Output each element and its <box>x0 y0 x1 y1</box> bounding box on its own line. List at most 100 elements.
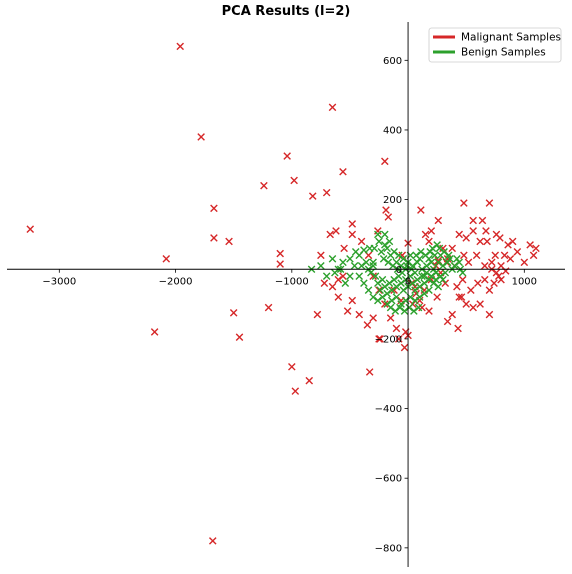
data-point <box>430 280 437 287</box>
data-point <box>211 235 218 242</box>
data-point <box>398 280 405 287</box>
data-point <box>486 311 493 318</box>
data-point <box>375 228 382 235</box>
data-point <box>442 269 449 276</box>
data-point <box>428 273 435 280</box>
data-point <box>488 259 495 266</box>
data-point <box>358 262 365 269</box>
data-point <box>370 262 377 269</box>
data-point <box>363 259 370 266</box>
data-point <box>477 238 484 245</box>
data-point <box>436 245 443 252</box>
data-point <box>414 259 421 266</box>
data-point <box>347 273 354 280</box>
data-point <box>435 217 442 224</box>
data-point <box>451 262 458 269</box>
data-point <box>421 290 428 297</box>
data-point <box>486 200 493 207</box>
data-point <box>375 280 382 287</box>
data-point <box>492 252 499 259</box>
legend-label: Benign Samples <box>461 47 546 59</box>
data-point <box>509 238 516 245</box>
data-point <box>211 205 218 212</box>
data-point <box>530 252 537 259</box>
data-point <box>507 256 514 263</box>
data-point <box>387 315 394 322</box>
data-point <box>265 304 272 311</box>
data-point <box>314 311 321 318</box>
data-point <box>449 311 456 318</box>
x-tick-label: −2000 <box>159 276 193 287</box>
data-point <box>226 238 233 245</box>
data-point <box>386 238 393 245</box>
data-point <box>358 238 365 245</box>
data-point <box>449 245 456 252</box>
data-point <box>481 276 488 283</box>
data-point <box>391 276 398 283</box>
data-point <box>521 259 528 266</box>
data-point <box>497 235 504 242</box>
data-point <box>414 276 421 283</box>
data-point <box>416 294 423 301</box>
data-point <box>426 238 433 245</box>
data-point <box>470 304 477 311</box>
points-layer <box>27 43 539 544</box>
y-tick-label: 400 <box>383 125 402 136</box>
data-point <box>423 262 430 269</box>
data-point <box>370 315 377 322</box>
data-point <box>292 388 299 395</box>
data-point <box>465 259 472 266</box>
data-point <box>347 256 354 263</box>
data-point <box>177 43 184 50</box>
data-point <box>344 308 351 315</box>
data-point <box>444 259 451 266</box>
data-point <box>306 377 313 384</box>
data-point <box>455 325 462 332</box>
data-point <box>364 322 371 329</box>
data-point <box>376 238 383 245</box>
data-point <box>230 309 237 316</box>
data-point <box>470 217 477 224</box>
data-point <box>329 256 336 263</box>
data-point <box>309 193 316 200</box>
data-point <box>493 269 500 276</box>
y-tick-label: −400 <box>375 404 402 415</box>
data-point <box>418 249 425 256</box>
data-point <box>376 287 383 294</box>
data-point <box>442 280 449 287</box>
data-point <box>379 276 386 283</box>
data-point <box>428 259 435 266</box>
data-point <box>454 256 461 263</box>
data-point <box>327 231 334 238</box>
data-point <box>498 276 505 283</box>
data-point <box>151 329 158 336</box>
data-point <box>289 363 296 370</box>
data-point <box>477 301 484 308</box>
data-point <box>329 104 336 111</box>
data-point <box>391 249 398 256</box>
y-tick-label: 0 <box>396 265 402 276</box>
data-point <box>444 318 451 325</box>
data-point <box>419 304 426 311</box>
data-point <box>428 228 435 235</box>
data-point <box>463 301 470 308</box>
data-point <box>434 294 441 301</box>
data-point <box>481 262 488 269</box>
data-point <box>366 369 373 376</box>
data-point <box>468 287 475 294</box>
legend[interactable]: Malignant Samples Benign Samples <box>429 28 561 62</box>
data-point <box>393 283 400 290</box>
data-point <box>380 256 387 263</box>
data-point <box>329 283 336 290</box>
data-point <box>440 262 447 269</box>
data-point <box>323 189 330 196</box>
data-point <box>393 294 400 301</box>
data-point <box>349 221 356 228</box>
data-point <box>361 280 368 287</box>
data-point <box>349 297 356 304</box>
data-point <box>456 259 463 266</box>
data-point <box>395 252 402 259</box>
data-point <box>422 231 429 238</box>
data-point <box>383 207 390 214</box>
data-point <box>318 252 325 259</box>
